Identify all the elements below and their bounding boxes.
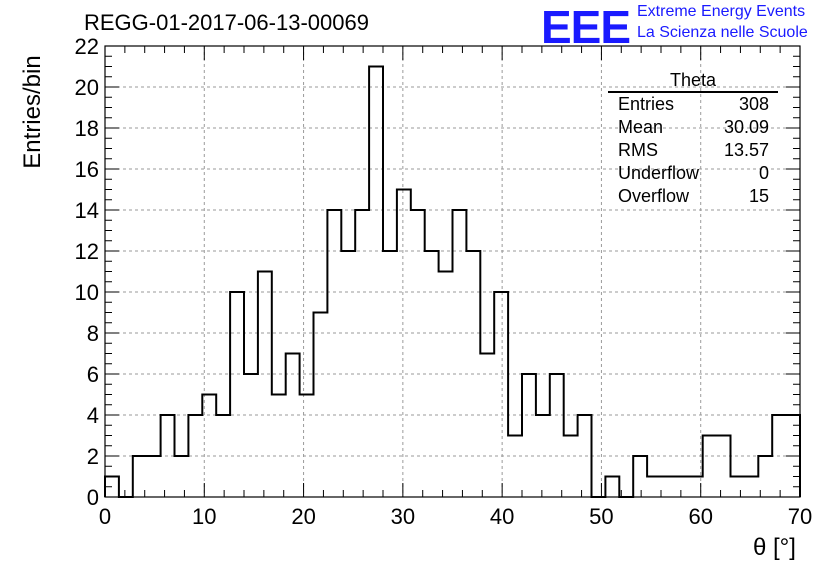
histogram-bin (314, 313, 328, 498)
y-tick-label: 0 (87, 485, 99, 510)
histogram-bin (355, 210, 369, 497)
histogram-bin (244, 374, 258, 497)
histogram-bin (550, 374, 564, 497)
stats-value: 13.57 (723, 140, 769, 160)
histogram-bin (327, 210, 341, 497)
histogram-bin (522, 374, 536, 497)
y-tick-label: 14 (75, 198, 99, 223)
histogram-bin (564, 436, 578, 498)
histogram-bin (147, 456, 161, 497)
histogram-bin (494, 292, 508, 497)
histogram-bin (397, 190, 411, 498)
histogram-bin (731, 477, 745, 498)
chart-title: REGG-01-2017-06-13-00069 (84, 10, 369, 35)
stats-row-entries: Entries 308 (608, 93, 778, 116)
y-tick-label: 16 (75, 157, 99, 182)
histogram-bin (202, 395, 216, 498)
histogram-bin (258, 272, 272, 498)
histogram-bin (286, 354, 300, 498)
x-tick-label: 10 (192, 504, 216, 529)
stats-value: 15 (748, 186, 769, 206)
tick-labels: 0 10 20 30 40 50 60 70 0 2 4 6 8 10 12 14 16 18 20 22 (75, 34, 813, 529)
stats-title: Theta (608, 71, 778, 93)
histogram-bin (175, 456, 189, 497)
x-tick-label: 0 (99, 504, 111, 529)
logo-subtitle-2: La Scienza nelle Scuole (637, 24, 808, 41)
stats-label: Mean (618, 117, 664, 137)
histogram-bin (411, 210, 425, 497)
histogram-bin (508, 436, 522, 498)
stats-label: Underflow (618, 163, 700, 183)
y-tick-label: 2 (87, 444, 99, 469)
stats-row-overflow: Overflow 15 (608, 185, 778, 208)
x-tick-label: 20 (291, 504, 315, 529)
y-tick-label: 22 (75, 34, 99, 59)
histogram-bin (216, 415, 230, 497)
stats-value: 30.09 (723, 117, 769, 137)
histogram-bin (369, 67, 383, 498)
y-tick-label: 18 (75, 116, 99, 141)
y-tick-label: 6 (87, 362, 99, 387)
stats-label: RMS (618, 140, 658, 160)
eee-logo: EEE (541, 1, 631, 53)
x-tick-label: 50 (589, 504, 613, 529)
stats-row-rms: RMS 13.57 (608, 139, 778, 162)
histogram-bin (703, 436, 717, 498)
histogram-outline (104, 65, 801, 498)
y-tick-label: 4 (87, 403, 99, 428)
histogram-bin (744, 477, 758, 498)
logo-subtitle-1: Extreme Energy Events (637, 3, 806, 20)
histogram-bin (230, 292, 244, 497)
x-tick-label: 70 (788, 504, 812, 529)
x-tick-label: 60 (688, 504, 712, 529)
histogram-bin (717, 436, 731, 498)
histogram-bin (647, 477, 661, 498)
stats-value: 308 (738, 94, 769, 114)
y-tick-label: 12 (75, 239, 99, 264)
y-tick-label: 8 (87, 321, 99, 346)
x-tick-label: 40 (490, 504, 514, 529)
stats-label: Overflow (618, 186, 690, 206)
y-tick-label: 20 (75, 75, 99, 100)
histogram-bin (300, 395, 314, 498)
histogram-bin (661, 477, 675, 498)
axes (104, 45, 801, 498)
histogram-bin (439, 272, 453, 498)
stats-box: Theta Entries 308 Mean 30.09 RMS 13.57 U… (608, 71, 778, 208)
stats-row-mean: Mean 30.09 (608, 116, 778, 139)
y-axis-label: Entries/bin (19, 55, 46, 169)
x-axis-label: θ [°] (753, 534, 796, 561)
histogram-bin (605, 477, 619, 498)
histogram-bin (633, 456, 647, 497)
stats-label: Entries (618, 94, 675, 114)
histogram-series (104, 65, 801, 498)
stats-value: 0 (758, 163, 769, 183)
histogram-bin (480, 354, 494, 498)
stats-row-underflow: Underflow 0 (608, 162, 778, 185)
y-tick-label: 10 (75, 280, 99, 305)
histogram-bin (675, 477, 689, 498)
histogram-bin (453, 210, 467, 497)
histogram-bin (272, 395, 286, 498)
x-tick-label: 30 (391, 504, 415, 529)
